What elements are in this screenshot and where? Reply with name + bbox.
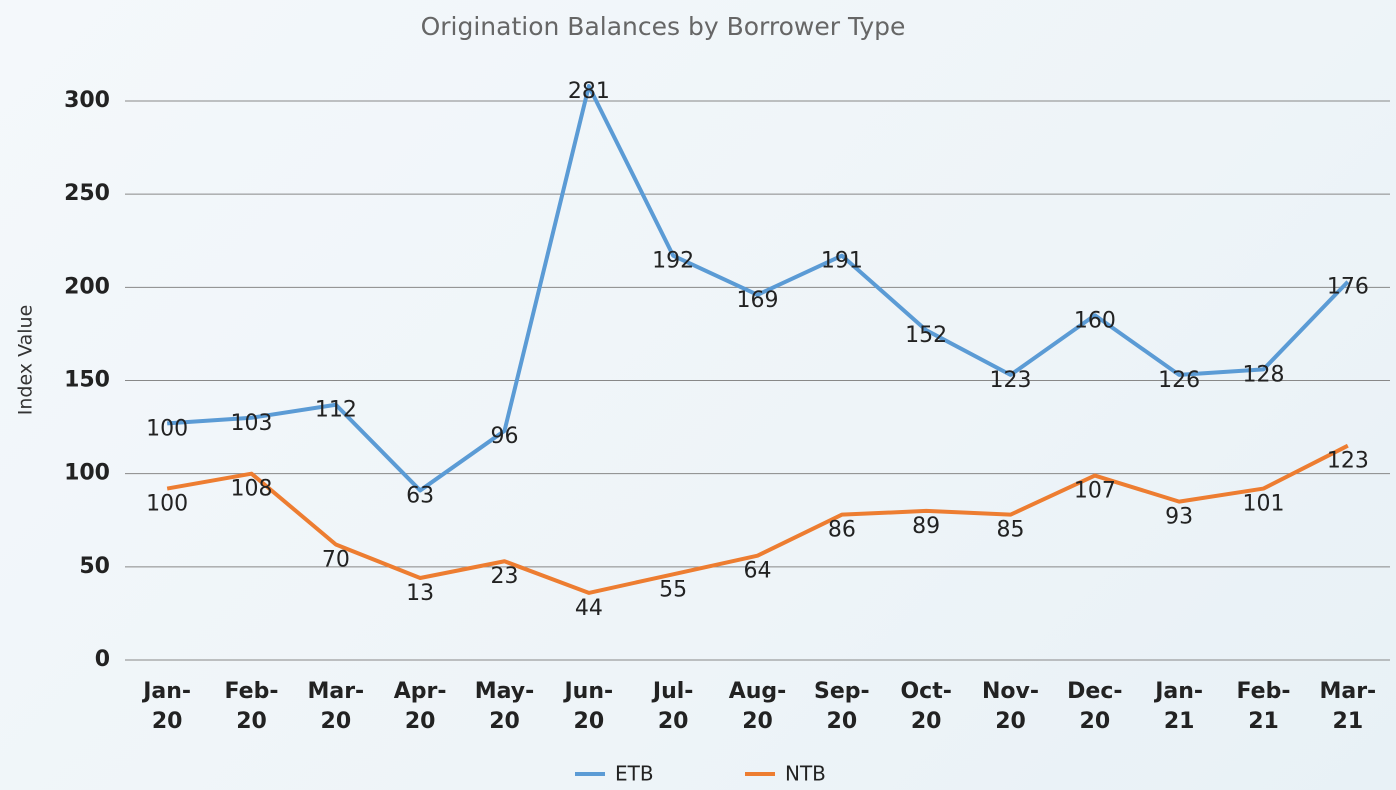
data-label: 281	[568, 79, 610, 104]
data-label: 152	[905, 323, 947, 348]
y-tick-label: 150	[64, 368, 110, 393]
y-axis-label: Index Value	[15, 305, 37, 416]
data-label: 160	[1074, 308, 1116, 333]
data-label: 128	[1243, 362, 1285, 387]
x-tick-label: Jul-20	[652, 679, 694, 734]
x-tick-label: Sep-20	[814, 679, 870, 734]
data-label: 107	[1074, 479, 1116, 504]
x-tick-label: Mar-20	[307, 679, 365, 734]
x-tick-label: Feb-20	[224, 679, 279, 734]
x-tick-label: Nov-20	[982, 679, 1039, 734]
data-label: 192	[652, 249, 694, 274]
x-tick-label: Jun-20	[564, 679, 614, 734]
data-label: 191	[821, 249, 863, 274]
data-label: 63	[406, 483, 434, 508]
x-tick-label: Apr-20	[393, 679, 447, 734]
data-label: 89	[912, 514, 940, 539]
data-label: 93	[1165, 505, 1193, 530]
y-tick-label: 200	[64, 274, 110, 299]
y-tick-label: 50	[79, 554, 110, 579]
chart-title: Origination Balances by Borrower Type	[421, 12, 906, 41]
data-label: 123	[1327, 449, 1369, 474]
y-tick-label: 250	[64, 181, 110, 206]
x-tick-label: Aug-20	[728, 679, 787, 734]
data-label: 86	[828, 518, 856, 543]
y-tick-label: 0	[95, 647, 110, 672]
data-label: 44	[575, 596, 603, 621]
data-label: 101	[1243, 492, 1285, 517]
legend-label: NTB	[785, 762, 826, 786]
x-tick-label: Mar-21	[1319, 679, 1377, 734]
x-tick-label: Oct-20	[900, 679, 952, 734]
x-tick-label: Jan-21	[1155, 679, 1204, 734]
data-label: 112	[315, 398, 357, 423]
data-label: 70	[322, 547, 350, 572]
x-tick-label: Feb-21	[1236, 679, 1291, 734]
x-tick-label: Jan-20	[143, 679, 192, 734]
x-tick-label: Dec-20	[1067, 679, 1123, 734]
y-tick-label: 300	[64, 88, 110, 113]
data-label: 126	[1158, 368, 1200, 393]
data-label: 100	[146, 416, 188, 441]
data-label: 123	[990, 368, 1032, 393]
line-series	[167, 84, 1350, 493]
data-label: 23	[491, 564, 519, 589]
data-label: 85	[997, 518, 1025, 543]
data-label: 169	[737, 288, 779, 313]
data-label: 108	[231, 477, 273, 502]
data-label: 103	[231, 411, 273, 436]
data-label: 55	[659, 577, 687, 602]
legend-label: ETB	[615, 762, 654, 786]
y-tick-label: 100	[64, 461, 110, 486]
x-tick-label: May-20	[474, 679, 535, 734]
data-label: 64	[744, 559, 772, 584]
data-label: 13	[406, 581, 434, 606]
data-label: 96	[491, 424, 519, 449]
line-series	[166, 443, 1349, 595]
data-label: 176	[1327, 275, 1369, 300]
data-label: 100	[146, 492, 188, 517]
